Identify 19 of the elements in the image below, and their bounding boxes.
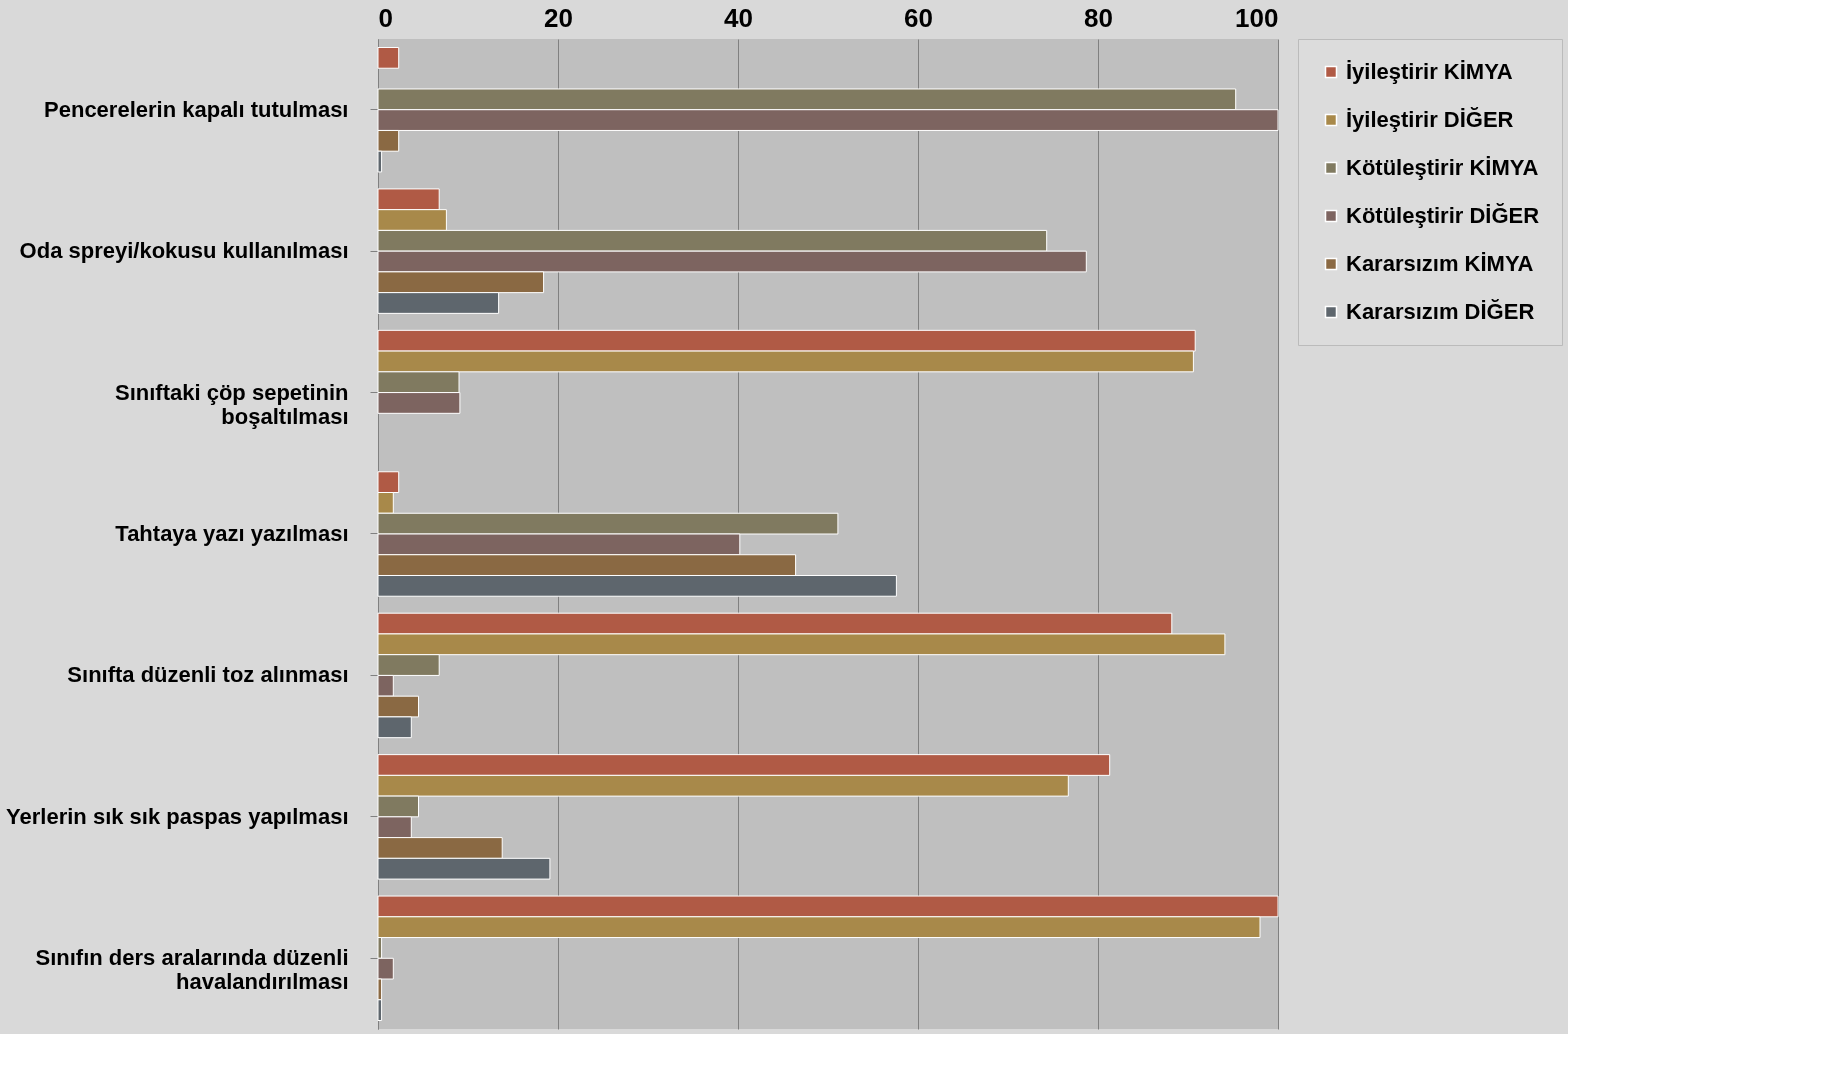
legend-label: Kararsızım DİĞER xyxy=(1346,299,1535,324)
y-tick-label: Yerlerin sık sık paspas yapılması xyxy=(6,803,349,829)
legend-label: İyileştirir KİMYA xyxy=(1346,59,1513,84)
legend-label: Kötüleştirir KİMYA xyxy=(1346,155,1539,180)
x-tick-label: 100 xyxy=(1235,2,1279,33)
y-tick-label: Oda spreyi/kokusu kullanılması xyxy=(19,238,349,264)
x-tick-label: 80 xyxy=(1084,2,1113,33)
x-tick-label: 40 xyxy=(724,2,753,33)
y-tick-label: Pencerelerin kapalı tutulması xyxy=(44,96,349,122)
x-tick-label: 60 xyxy=(904,2,933,33)
legend-label: Kötüleştirir DİĞER xyxy=(1346,203,1540,228)
y-tick-label: Tahtaya yazı yazılması xyxy=(115,521,349,546)
legend-label: İyileştirir DİĞER xyxy=(1346,107,1514,132)
y-tick-label: Sınıfın ders aralarında düzenli havalandırılması xyxy=(35,945,349,995)
x-tick-label: 0 xyxy=(378,2,393,33)
y-tick-label: Sınıfta düzenli toz alınması xyxy=(67,662,349,688)
y-tick-label: Sınıftaki çöp sepetinin boşaltılması xyxy=(115,379,349,429)
x-tick-label: 20 xyxy=(544,2,573,33)
legend-label: Kararsızım KİMYA xyxy=(1346,251,1534,276)
